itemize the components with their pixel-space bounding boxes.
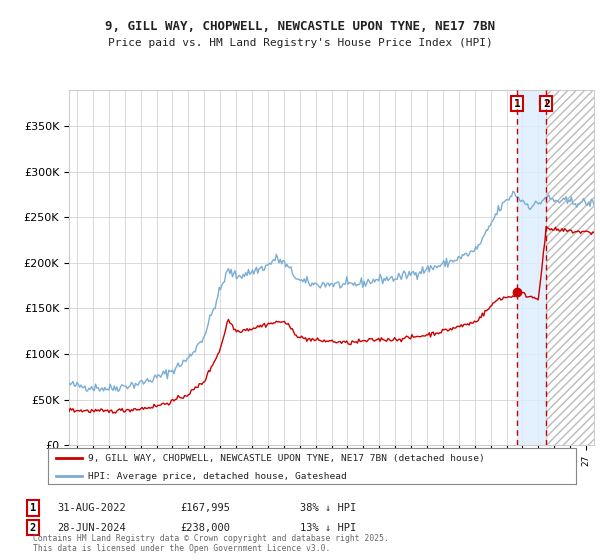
Bar (517, 90, 546, 445)
Text: Contains HM Land Registry data © Crown copyright and database right 2025.
This d: Contains HM Land Registry data © Crown c… (33, 534, 389, 553)
Text: Price paid vs. HM Land Registry's House Price Index (HPI): Price paid vs. HM Land Registry's House … (107, 38, 493, 48)
Text: 1: 1 (514, 99, 521, 109)
Text: 13% ↓ HPI: 13% ↓ HPI (300, 522, 356, 533)
Bar (546, 90, 594, 445)
Text: £167,995: £167,995 (180, 503, 230, 513)
Text: 28-JUN-2024: 28-JUN-2024 (57, 522, 126, 533)
Text: £238,000: £238,000 (180, 522, 230, 533)
Text: 9, GILL WAY, CHOPWELL, NEWCASTLE UPON TYNE, NE17 7BN: 9, GILL WAY, CHOPWELL, NEWCASTLE UPON TY… (105, 20, 495, 32)
Text: 2: 2 (30, 522, 36, 533)
Text: 9, GILL WAY, CHOPWELL, NEWCASTLE UPON TYNE, NE17 7BN (detached house): 9, GILL WAY, CHOPWELL, NEWCASTLE UPON TY… (88, 454, 484, 463)
Text: 31-AUG-2022: 31-AUG-2022 (57, 503, 126, 513)
Text: HPI: Average price, detached house, Gateshead: HPI: Average price, detached house, Gate… (88, 472, 346, 481)
Text: 2: 2 (543, 99, 550, 109)
Text: 38% ↓ HPI: 38% ↓ HPI (300, 503, 356, 513)
Text: 1: 1 (30, 503, 36, 513)
